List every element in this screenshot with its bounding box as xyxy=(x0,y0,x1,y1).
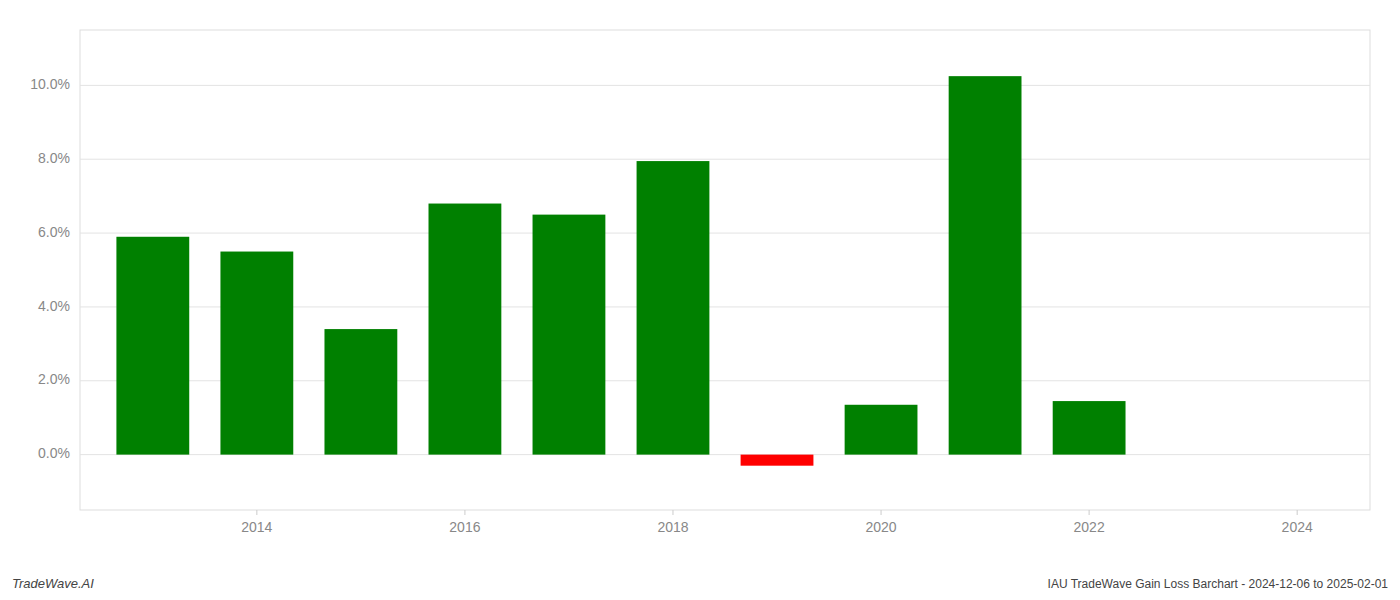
x-tick xyxy=(881,510,882,515)
y-tick-label: 2.0% xyxy=(38,371,70,387)
y-tick-label: 4.0% xyxy=(38,298,70,314)
x-tick-label: 2014 xyxy=(241,519,272,535)
y-tick-label: 6.0% xyxy=(38,224,70,240)
x-tick xyxy=(464,510,465,515)
chart: 0.0% 2.0% 4.0% 6.0% 8.0% 10.0% 2014 2016 2018 202… xyxy=(0,0,1400,600)
y-tick-label: 8.0% xyxy=(38,150,70,166)
bars xyxy=(116,76,1125,466)
bar xyxy=(116,237,189,455)
x-tick-label: 2018 xyxy=(657,519,688,535)
bar xyxy=(1053,401,1126,455)
x-tick-label: 2024 xyxy=(1282,519,1313,535)
bar xyxy=(845,405,918,455)
x-tick-label: 2022 xyxy=(1074,519,1105,535)
plot-frame xyxy=(80,30,1370,510)
x-tick xyxy=(1089,510,1090,515)
y-axis: 0.0% 2.0% 4.0% 6.0% 8.0% 10.0% xyxy=(30,76,1370,461)
grid-line xyxy=(80,85,1370,86)
grid-line xyxy=(80,233,1370,234)
bar xyxy=(533,215,606,455)
bar xyxy=(949,76,1022,454)
bar xyxy=(324,329,397,455)
y-tick-label: 10.0% xyxy=(30,76,70,92)
bar xyxy=(637,161,710,455)
x-tick xyxy=(1297,510,1298,515)
x-tick-label: 2016 xyxy=(449,519,480,535)
bar xyxy=(220,252,293,455)
grid-line xyxy=(80,159,1370,160)
bar xyxy=(429,204,502,455)
bar xyxy=(1157,454,1230,455)
y-tick-label: 0.0% xyxy=(38,445,70,461)
x-axis: 2014 2016 2018 2020 2022 2024 xyxy=(241,510,1313,535)
bar xyxy=(741,455,814,466)
x-tick xyxy=(672,510,673,515)
x-tick xyxy=(256,510,257,515)
footer-text: IAU TradeWave Gain Loss Barchart - 2024-… xyxy=(1048,577,1389,591)
footer-text: TradeWave.AI xyxy=(12,576,94,591)
x-tick-label: 2020 xyxy=(865,519,896,535)
